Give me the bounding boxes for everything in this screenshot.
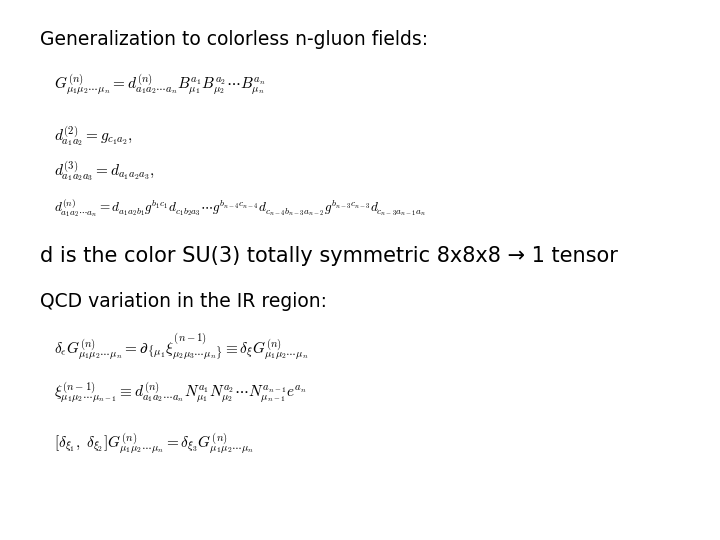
- Text: $d^{(2)}_{a_1 a_2} = g_{c_1 a_2},$: $d^{(2)}_{a_1 a_2} = g_{c_1 a_2},$: [54, 124, 132, 148]
- Text: QCD variation in the IR region:: QCD variation in the IR region:: [40, 292, 327, 310]
- Text: d is the color SU(3) totally symmetric 8x8x8 → 1 tensor: d is the color SU(3) totally symmetric 8…: [40, 246, 618, 266]
- Text: $d^{(n)}_{a_1 a_2\cdots a_n} = d_{a_1 a_2 b_1} g^{b_1 c_1} d_{c_1 b_2 a_3} \cdot: $d^{(n)}_{a_1 a_2\cdots a_n} = d_{a_1 a_…: [54, 197, 426, 219]
- Text: $d^{(3)}_{a_1 a_2 a_3} = d_{a_1 a_2 a_3},$: $d^{(3)}_{a_1 a_2 a_3} = d_{a_1 a_2 a_3}…: [54, 159, 155, 183]
- Text: $G^{(n)}_{\mu_1\mu_2\cdots\mu_n} = d^{(n)}_{a_1 a_2\cdots a_n} B^{a_1}_{\mu_1} B: $G^{(n)}_{\mu_1\mu_2\cdots\mu_n} = d^{(n…: [54, 73, 266, 97]
- Text: $\delta_\epsilon G^{(n)}_{\mu_1\mu_2\cdots\mu_n} = \partial_{\{\mu_1} \xi^{(n-1): $\delta_\epsilon G^{(n)}_{\mu_1\mu_2\cdo…: [54, 332, 309, 363]
- Text: $\xi^{(n-1)}_{\mu_1\mu_2\cdots\mu_{n-1}} \equiv d^{(n)}_{a_1 a_2\cdots a_n} N^{a: $\xi^{(n-1)}_{\mu_1\mu_2\cdots\mu_{n-1}}…: [54, 381, 307, 405]
- Text: Generalization to colorless n-gluon fields:: Generalization to colorless n-gluon fiel…: [40, 30, 428, 49]
- Text: $[\delta_{\xi_1},\ \delta_{\xi_2}] G^{(n)}_{\mu_1\mu_2\cdots\mu_n} = \delta_{\xi: $[\delta_{\xi_1},\ \delta_{\xi_2}] G^{(n…: [54, 432, 254, 456]
